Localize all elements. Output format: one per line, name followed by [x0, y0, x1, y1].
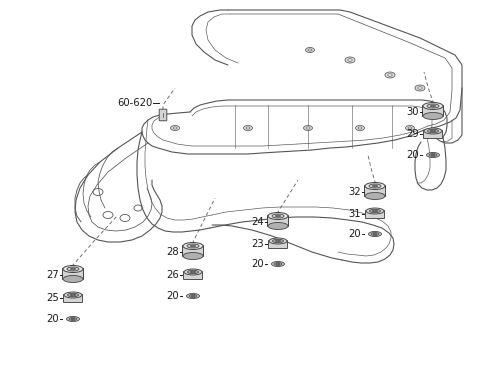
- Ellipse shape: [170, 125, 180, 131]
- Ellipse shape: [372, 185, 377, 187]
- Text: 24: 24: [252, 217, 264, 227]
- Ellipse shape: [67, 317, 80, 322]
- Ellipse shape: [276, 263, 280, 265]
- Ellipse shape: [366, 208, 384, 214]
- Ellipse shape: [191, 295, 195, 297]
- Ellipse shape: [345, 57, 355, 63]
- Ellipse shape: [187, 244, 199, 248]
- FancyBboxPatch shape: [268, 241, 288, 248]
- Ellipse shape: [64, 292, 82, 298]
- Text: 27: 27: [46, 270, 59, 280]
- Text: 20: 20: [167, 291, 179, 301]
- Ellipse shape: [272, 214, 284, 218]
- Ellipse shape: [188, 270, 199, 274]
- Ellipse shape: [406, 125, 415, 131]
- Ellipse shape: [369, 184, 381, 188]
- Ellipse shape: [67, 267, 79, 271]
- Text: 20: 20: [47, 314, 59, 324]
- Ellipse shape: [369, 232, 382, 236]
- Ellipse shape: [268, 213, 288, 219]
- Ellipse shape: [429, 154, 437, 157]
- Ellipse shape: [370, 209, 381, 213]
- FancyBboxPatch shape: [182, 245, 204, 257]
- FancyBboxPatch shape: [365, 210, 384, 219]
- Ellipse shape: [189, 295, 197, 298]
- Text: 60-620: 60-620: [118, 98, 153, 108]
- Text: 20: 20: [407, 150, 419, 160]
- Ellipse shape: [191, 245, 195, 247]
- Ellipse shape: [274, 263, 282, 266]
- Ellipse shape: [71, 318, 75, 320]
- Ellipse shape: [69, 317, 77, 320]
- Ellipse shape: [424, 128, 442, 134]
- Ellipse shape: [356, 125, 364, 131]
- Ellipse shape: [427, 104, 439, 108]
- Ellipse shape: [63, 276, 83, 282]
- Ellipse shape: [431, 130, 435, 132]
- Text: 29: 29: [406, 129, 419, 139]
- Ellipse shape: [191, 271, 195, 273]
- Text: 30: 30: [407, 107, 419, 117]
- Ellipse shape: [183, 242, 203, 250]
- FancyBboxPatch shape: [267, 216, 288, 226]
- Ellipse shape: [184, 269, 202, 275]
- Ellipse shape: [303, 125, 312, 131]
- FancyBboxPatch shape: [159, 109, 167, 121]
- FancyBboxPatch shape: [423, 131, 443, 138]
- Ellipse shape: [305, 47, 314, 53]
- Ellipse shape: [365, 182, 385, 189]
- FancyBboxPatch shape: [422, 106, 444, 116]
- Ellipse shape: [71, 294, 75, 296]
- FancyBboxPatch shape: [63, 295, 83, 303]
- Ellipse shape: [268, 223, 288, 229]
- Ellipse shape: [243, 125, 252, 131]
- Ellipse shape: [63, 266, 83, 273]
- Text: 20: 20: [252, 259, 264, 269]
- Text: 20: 20: [348, 229, 361, 239]
- Ellipse shape: [272, 261, 285, 266]
- Text: 31: 31: [348, 209, 361, 219]
- Ellipse shape: [423, 103, 443, 110]
- FancyBboxPatch shape: [183, 272, 203, 279]
- Ellipse shape: [365, 192, 385, 200]
- Ellipse shape: [385, 72, 395, 78]
- Ellipse shape: [68, 293, 79, 297]
- Ellipse shape: [415, 85, 425, 91]
- Ellipse shape: [273, 239, 284, 243]
- FancyBboxPatch shape: [62, 269, 84, 279]
- Ellipse shape: [276, 215, 280, 217]
- Text: 25: 25: [46, 293, 59, 303]
- Ellipse shape: [423, 113, 443, 119]
- Ellipse shape: [187, 294, 200, 298]
- Ellipse shape: [269, 238, 287, 244]
- Ellipse shape: [372, 210, 377, 212]
- Text: 28: 28: [167, 247, 179, 257]
- Ellipse shape: [183, 253, 203, 260]
- Ellipse shape: [431, 154, 435, 156]
- FancyBboxPatch shape: [364, 185, 385, 197]
- Ellipse shape: [431, 105, 435, 107]
- Ellipse shape: [71, 268, 75, 270]
- Ellipse shape: [373, 233, 377, 235]
- Ellipse shape: [428, 129, 439, 133]
- Text: 26: 26: [166, 270, 179, 280]
- Text: 32: 32: [348, 187, 361, 197]
- Text: 23: 23: [252, 239, 264, 249]
- Ellipse shape: [371, 232, 379, 235]
- Ellipse shape: [427, 153, 440, 157]
- Ellipse shape: [276, 240, 280, 242]
